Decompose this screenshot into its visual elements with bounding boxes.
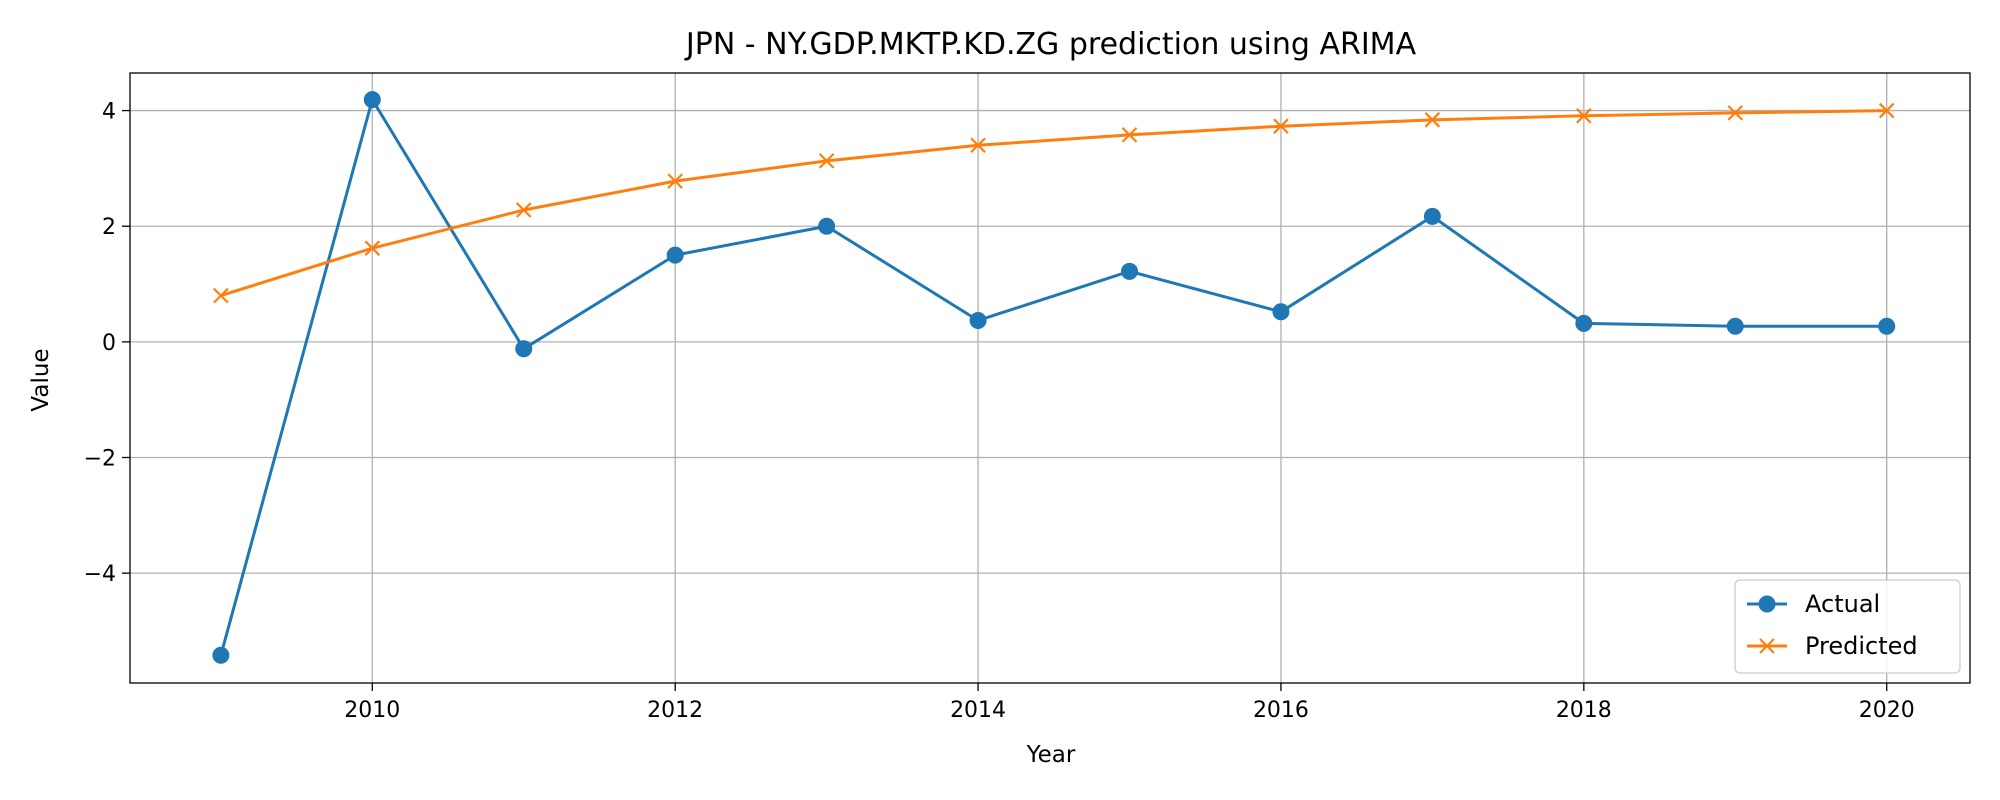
data-point-predicted-stroke — [1727, 105, 1744, 121]
legend-swatch-marker — [1758, 595, 1776, 613]
series-predicted — [213, 102, 1895, 304]
data-point-predicted — [818, 153, 835, 169]
legend-entry-predicted: Predicted — [1747, 632, 1918, 660]
y-tick-label: 4 — [102, 100, 116, 125]
data-point-actual — [515, 340, 533, 358]
legend-swatch-marker-stroke — [1759, 638, 1775, 654]
data-point-predicted-stroke — [1424, 112, 1441, 128]
data-point-predicted-stroke — [364, 240, 381, 256]
data-point-actual — [1121, 262, 1139, 280]
data-point-actual — [212, 646, 230, 664]
x-tick-label: 2012 — [647, 698, 703, 723]
data-point-predicted — [1727, 105, 1744, 121]
x-tick-label: 2020 — [1859, 698, 1915, 723]
data-point-predicted-stroke — [667, 173, 683, 189]
data-point-predicted — [1273, 118, 1289, 134]
legend-label: Predicted — [1805, 632, 1918, 660]
data-point-actual — [1423, 207, 1441, 225]
data-point-predicted — [970, 137, 986, 154]
legend-entry-actual: Actual — [1747, 590, 1880, 618]
data-point-predicted — [515, 202, 532, 218]
data-point-predicted-stroke — [515, 202, 532, 218]
data-point-predicted-stroke — [1273, 118, 1289, 134]
y-tick-label: −2 — [84, 447, 116, 472]
data-point-predicted — [1878, 102, 1895, 119]
data-point-actual — [1575, 314, 1593, 332]
data-point-predicted-stroke — [1576, 108, 1592, 124]
x-tick-label: 2016 — [1253, 698, 1309, 723]
data-point-predicted — [1576, 108, 1592, 124]
data-point-predicted — [1121, 127, 1138, 143]
y-axis-title: Value — [28, 348, 54, 411]
x-tick-label: 2018 — [1556, 698, 1612, 723]
legend-swatch-marker — [1759, 638, 1775, 654]
data-point-predicted — [364, 240, 381, 256]
data-point-predicted-stroke — [1121, 127, 1138, 143]
data-point-actual — [1878, 317, 1896, 335]
y-tick-label: 2 — [102, 215, 116, 240]
data-point-predicted-stroke — [213, 287, 229, 304]
y-tick-label: 0 — [102, 331, 116, 356]
data-point-actual — [1272, 303, 1290, 321]
data-point-predicted-stroke — [1878, 102, 1895, 119]
series-line-predicted — [220, 109, 1887, 298]
plot-frame — [129, 72, 1971, 684]
y-tick-label: −4 — [84, 562, 116, 587]
grid — [130, 73, 1970, 683]
data-point-actual — [363, 91, 381, 109]
data-point-predicted — [213, 287, 229, 304]
data-point-predicted-stroke — [818, 153, 835, 169]
data-point-actual — [969, 311, 987, 329]
series-actual — [212, 91, 1896, 664]
ticks: 2010 2012 2014 2016 2018 2020 −4 −2 0 2 4 — [84, 100, 1915, 723]
x-axis-title: Year — [1026, 742, 1076, 768]
x-tick-label: 2014 — [950, 698, 1006, 723]
data-point-predicted-stroke — [970, 137, 986, 154]
legend-label: Actual — [1805, 590, 1880, 618]
data-point-predicted — [1424, 112, 1441, 128]
series-line-actual — [219, 98, 1887, 656]
series-layer — [212, 91, 1896, 664]
chart-title: JPN - NY.GDP.MKTP.KD.ZG prediction using… — [684, 27, 1417, 62]
data-point-actual — [1726, 317, 1744, 335]
legend-box — [1734, 579, 1961, 674]
x-tick-label: 2010 — [344, 698, 400, 723]
data-point-predicted — [667, 173, 683, 189]
data-point-actual — [666, 246, 684, 264]
legend: Actual Predicted — [1734, 579, 1961, 674]
data-point-actual — [818, 217, 836, 235]
